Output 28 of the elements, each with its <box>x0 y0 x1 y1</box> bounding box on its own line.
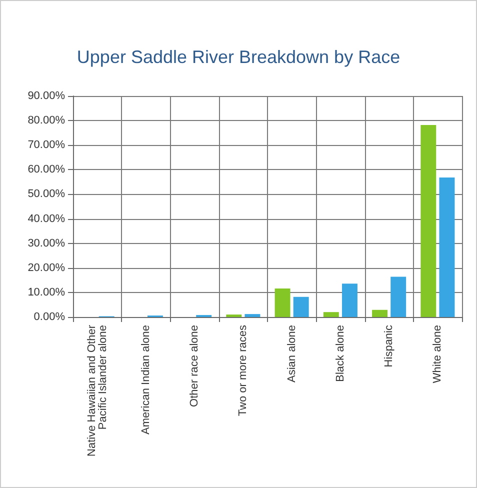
y-tick-label: 0.00% <box>34 311 66 323</box>
x-tick-label: White alone <box>432 325 444 384</box>
bar <box>439 178 455 317</box>
chart-title: Upper Saddle River Breakdown by Race <box>76 47 400 67</box>
x-tick-label: American Indian alone <box>140 325 152 434</box>
y-tick-label: 60.00% <box>28 164 66 176</box>
bar <box>274 288 290 317</box>
x-tick-label: Two or more races <box>237 324 250 416</box>
bar <box>390 276 406 317</box>
y-tick-label: 30.00% <box>28 237 66 250</box>
bar <box>420 124 436 317</box>
x-tick-label: Native Hawaiian and Other Pacific Islander alone <box>86 324 109 456</box>
bar <box>342 284 358 317</box>
x-tick-label: Asian alone <box>286 325 298 382</box>
x-tick-label: Hispanic <box>383 324 396 368</box>
y-tick-label: 40.00% <box>28 212 66 225</box>
bar <box>323 312 339 317</box>
bar <box>293 296 309 317</box>
y-tick-label: 90.00% <box>28 90 66 102</box>
y-tick-label: 20.00% <box>28 262 66 274</box>
y-tick-label: 10.00% <box>28 286 66 298</box>
x-tick-label: Other race alone <box>188 325 201 407</box>
bar <box>244 314 260 317</box>
bar <box>372 310 388 317</box>
y-tick-label: 80.00% <box>28 114 66 127</box>
x-tick-label: Black alone <box>334 325 346 382</box>
y-tick-label: 50.00% <box>28 188 66 200</box>
y-tick-label: 70.00% <box>28 139 66 152</box>
